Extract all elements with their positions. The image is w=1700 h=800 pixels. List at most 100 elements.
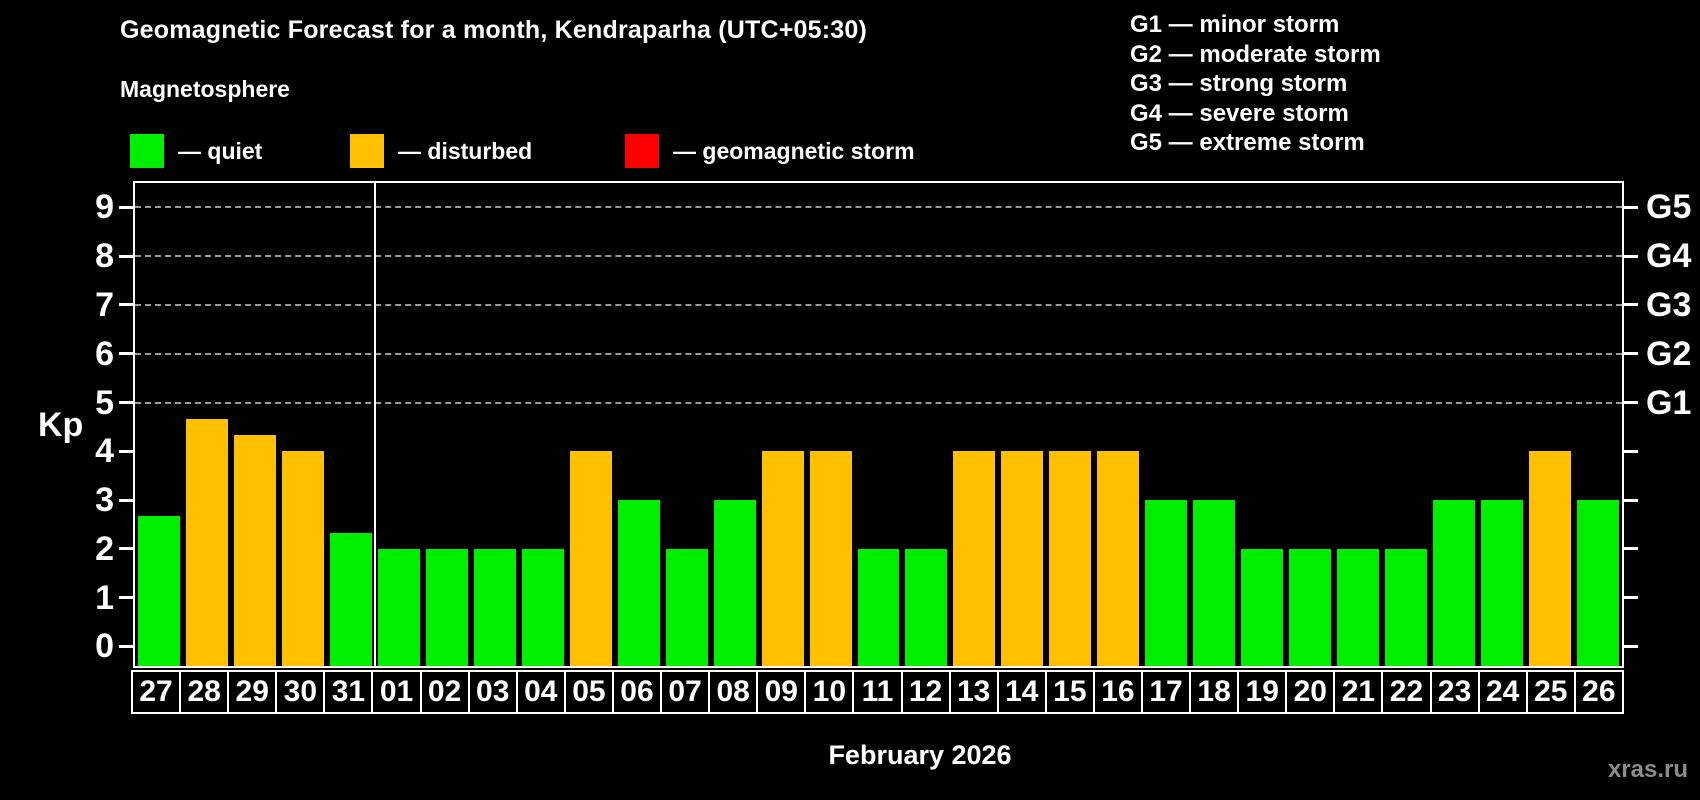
day-label-13: 13 xyxy=(948,670,999,714)
day-label-22: 22 xyxy=(1381,670,1432,714)
g-scale-legend: G1 — minor storm G2 — moderate storm G3 — … xyxy=(1130,10,1381,158)
left-tick-kp0 xyxy=(119,644,133,648)
g-legend-line-1: G1 — minor storm xyxy=(1130,11,1340,38)
day-label-25: 25 xyxy=(1525,670,1576,714)
kp-bar-day-20 xyxy=(1289,548,1332,666)
left-tick-kp6 xyxy=(119,352,133,356)
day-label-02: 02 xyxy=(419,670,470,714)
y-label-kp2: 2 xyxy=(95,529,114,568)
g-axis-label-g5: G5 xyxy=(1646,188,1692,227)
left-tick-kp9 xyxy=(119,205,133,209)
right-tick-kp1 xyxy=(1624,596,1638,600)
kp-bar-day-12 xyxy=(905,548,948,666)
kp-bar-day-21 xyxy=(1337,548,1380,666)
gridline-kp5 xyxy=(135,401,1622,404)
day-label-20: 20 xyxy=(1285,670,1336,714)
y-label-kp5: 5 xyxy=(95,383,114,422)
day-label-16: 16 xyxy=(1092,670,1143,714)
kp-bar-day-14 xyxy=(1001,451,1044,666)
day-axis-row: 27 28 29 30 31 01 02 03 04 05 06 07 08 09 10 11 12 13 14 15… xyxy=(131,670,1624,714)
left-tick-kp5 xyxy=(119,401,133,405)
day-label-07: 07 xyxy=(660,670,711,714)
g-axis-label-g3: G3 xyxy=(1646,285,1692,324)
g-legend-line-3: G3 — strong storm xyxy=(1130,70,1348,97)
day-label-10: 10 xyxy=(804,670,855,714)
y-label-kp7: 7 xyxy=(95,285,114,324)
day-label-23: 23 xyxy=(1429,670,1480,714)
gridline-kp6 xyxy=(135,352,1622,355)
g-axis-label-g2: G2 xyxy=(1646,334,1692,373)
g-axis-label-g4: G4 xyxy=(1646,237,1692,276)
legend-label-quiet: — quiet xyxy=(178,137,263,164)
kp-bar-day-23 xyxy=(1433,500,1476,666)
g-legend-line-2: G2 — moderate storm xyxy=(1130,40,1381,68)
legend-swatch-disturbed xyxy=(350,134,384,168)
day-label-27: 27 xyxy=(131,670,182,714)
kp-bar-day-09 xyxy=(761,451,804,666)
day-label-28: 28 xyxy=(179,670,230,714)
kp-bar-day-24 xyxy=(1481,500,1524,666)
g-axis-label-g1: G1 xyxy=(1646,383,1692,422)
y-label-kp4: 4 xyxy=(95,432,114,471)
y-label-kp1: 1 xyxy=(95,578,114,617)
magnetosphere-subtitle: Magnetosphere xyxy=(120,76,290,102)
kp-bar-day-04 xyxy=(521,548,564,666)
gridline-kp7 xyxy=(135,303,1622,306)
plot-frame xyxy=(133,181,1624,668)
kp-bar-day-07 xyxy=(665,548,708,666)
right-tick-kp4 xyxy=(1624,449,1638,453)
right-tick-kp8 xyxy=(1624,254,1638,258)
g-legend-line-5: G5 — extreme storm xyxy=(1130,129,1365,156)
kp-bar-day-11 xyxy=(857,548,900,666)
y-label-kp8: 8 xyxy=(95,237,114,276)
day-label-19: 19 xyxy=(1237,670,1288,714)
kp-bar-day-16 xyxy=(1097,451,1140,666)
day-label-04: 04 xyxy=(515,670,566,714)
legend-swatch-quiet xyxy=(130,134,164,168)
left-tick-kp7 xyxy=(119,303,133,307)
day-label-11: 11 xyxy=(852,670,903,714)
day-label-09: 09 xyxy=(756,670,807,714)
right-tick-kp2 xyxy=(1624,547,1638,551)
legend-item-quiet: — quiet xyxy=(130,132,262,170)
left-tick-kp2 xyxy=(119,547,133,551)
day-label-24: 24 xyxy=(1477,670,1528,714)
right-tick-kp7 xyxy=(1624,303,1638,307)
kp-bar-day-27 xyxy=(138,516,180,666)
day-label-01: 01 xyxy=(371,670,422,714)
page-title: Geomagnetic Forecast for a month, Kendra… xyxy=(120,16,867,44)
kp-bar-day-31 xyxy=(329,532,372,666)
kp-bar-day-30 xyxy=(281,451,324,666)
x-axis-title: February 2026 xyxy=(828,740,1012,770)
left-tick-kp4 xyxy=(119,449,133,453)
gridline-kp9 xyxy=(135,206,1622,209)
kp-bar-day-01 xyxy=(377,548,420,666)
kp-bar-day-03 xyxy=(473,548,516,666)
day-label-30: 30 xyxy=(275,670,326,714)
day-label-18: 18 xyxy=(1189,670,1240,714)
kp-bar-day-05 xyxy=(569,451,612,666)
right-tick-kp9 xyxy=(1624,205,1638,209)
y-label-kp9: 9 xyxy=(95,188,114,227)
day-label-31: 31 xyxy=(323,670,374,714)
kp-bar-day-08 xyxy=(713,500,756,666)
kp-bar-day-25 xyxy=(1529,451,1572,666)
kp-bar-day-06 xyxy=(617,500,660,666)
kp-bar-day-10 xyxy=(809,451,852,666)
legend-label-disturbed: — disturbed xyxy=(398,137,533,164)
kp-bar-day-22 xyxy=(1385,548,1428,666)
legend-item-geomagnetic-storm: — geomagnetic storm xyxy=(625,132,915,170)
left-tick-kp3 xyxy=(119,498,133,502)
legend-label-geomagnetic-storm: — geomagnetic storm xyxy=(673,137,915,164)
kp-bar-day-19 xyxy=(1241,548,1284,666)
right-tick-kp0 xyxy=(1624,644,1638,648)
gridline-kp8 xyxy=(135,255,1622,258)
kp-bar-day-17 xyxy=(1145,500,1188,666)
day-label-21: 21 xyxy=(1333,670,1384,714)
y-label-kp3: 3 xyxy=(95,481,114,520)
kp-bar-day-15 xyxy=(1049,451,1092,666)
left-tick-kp1 xyxy=(119,596,133,600)
y-label-kp0: 0 xyxy=(95,627,114,666)
y-label-kp6: 6 xyxy=(95,334,114,373)
day-label-29: 29 xyxy=(227,670,278,714)
